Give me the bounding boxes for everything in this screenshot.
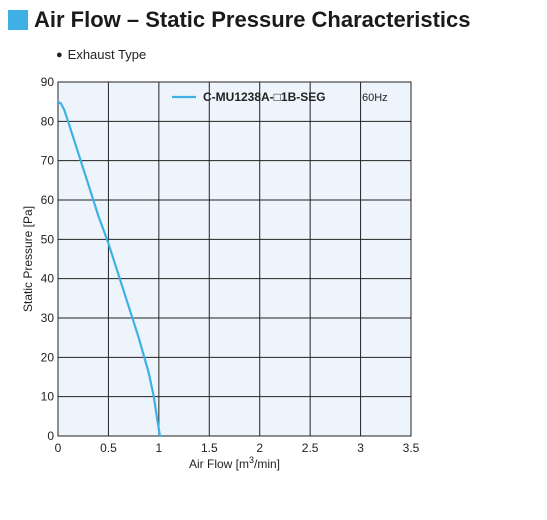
legend-frequency: 60Hz	[362, 92, 388, 104]
title-row: Air Flow – Static Pressure Characteristi…	[8, 6, 471, 34]
plot-frame	[57, 81, 412, 437]
x-tick-label: 3	[357, 441, 364, 455]
y-tick-label: 20	[41, 350, 55, 364]
tick-labels: 0 0.5 1 1.5 2 2.5 3 3.5 0 10 20 30 40 50 60 70 80 90	[41, 75, 420, 455]
y-tick-label: 70	[41, 154, 55, 168]
x-tick-label: 1	[156, 441, 163, 455]
series-group	[56, 100, 161, 438]
y-tick-label: 80	[41, 114, 55, 128]
grid	[58, 82, 411, 436]
page-title: Air Flow – Static Pressure Characteristi…	[34, 7, 471, 32]
legend-series-name: C-MU1238A-□1B-SEG	[203, 90, 326, 104]
x-tick-label: 0	[55, 441, 62, 455]
x-axis-label: Air Flow [m3/min]	[189, 455, 280, 471]
y-tick-label: 0	[47, 429, 54, 443]
y-tick-label: 30	[41, 311, 55, 325]
legend: C-MU1238A-□1B-SEG 60Hz	[172, 90, 388, 104]
black-circle-icon: ●	[56, 48, 63, 61]
x-axis-label-main: Air Flow [m	[189, 457, 249, 471]
y-tick-label: 40	[41, 272, 55, 286]
x-tick-label: 1.5	[201, 441, 218, 455]
x-tick-label: 0.5	[100, 441, 117, 455]
subtitle-text: Exhaust Type	[67, 47, 147, 62]
x-tick-label: 2	[256, 441, 263, 455]
y-tick-label: 50	[41, 232, 55, 246]
series-line	[56, 100, 161, 438]
y-tick-label: 90	[41, 75, 55, 89]
title-accent-square	[8, 10, 28, 30]
y-axis-label: Static Pressure [Pa]	[21, 206, 35, 312]
x-axis-label-sup: 3	[249, 455, 254, 465]
y-tick-label: 10	[41, 390, 55, 404]
x-axis-label-tail: /min]	[254, 457, 280, 471]
subtitle-row: ● Exhaust Type	[56, 47, 146, 62]
y-tick-label: 60	[41, 193, 55, 207]
x-tick-label: 2.5	[302, 441, 319, 455]
x-tick-label: 3.5	[403, 441, 420, 455]
plot-area	[58, 82, 411, 436]
